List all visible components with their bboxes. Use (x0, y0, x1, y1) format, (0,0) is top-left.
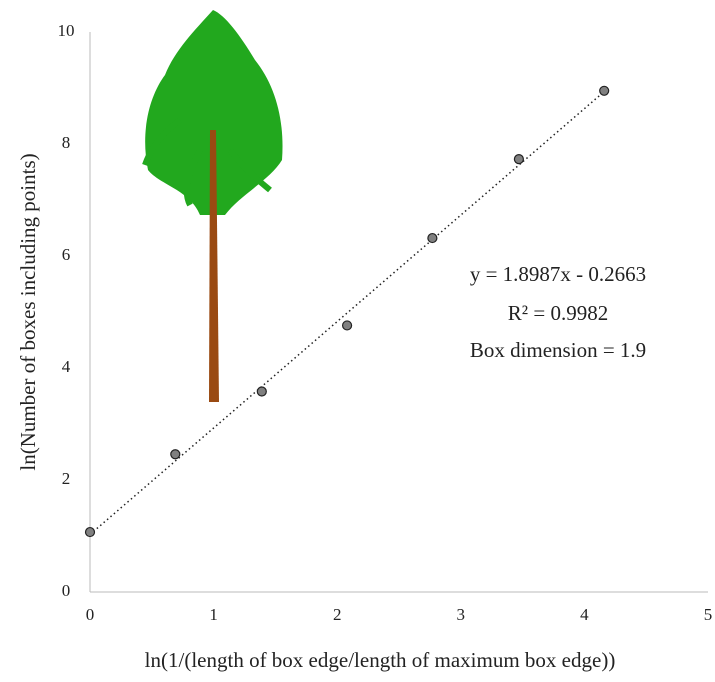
y-tick-label: 8 (62, 133, 71, 152)
x-tick-label: 5 (704, 605, 713, 624)
x-tick-label: 1 (209, 605, 218, 624)
y-axis-title: ln(Number of boxes including points) (16, 153, 40, 470)
data-point (514, 155, 523, 164)
data-point (428, 234, 437, 243)
y-tick-label: 2 (62, 469, 71, 488)
y-tick-label: 10 (58, 21, 75, 40)
box-dimension: Box dimension = 1.9 (470, 338, 646, 362)
x-tick-label: 3 (457, 605, 466, 624)
x-tick-label: 2 (333, 605, 342, 624)
r-squared: R² = 0.9982 (508, 301, 608, 325)
data-point (600, 86, 609, 95)
y-tick-label: 6 (62, 245, 71, 264)
tree-illustration (145, 10, 283, 402)
data-point (343, 321, 352, 330)
data-point (257, 387, 266, 396)
equation: y = 1.8987x - 0.2663 (470, 262, 646, 286)
data-point (171, 450, 180, 459)
y-tick-label: 4 (62, 357, 71, 376)
data-point (86, 528, 95, 537)
chart: ln(1/(length of box edge/length of maxim… (0, 0, 715, 682)
x-tick-label: 0 (86, 605, 95, 624)
x-axis-title: ln(1/(length of box edge/length of maxim… (145, 648, 616, 672)
x-tick-label: 4 (580, 605, 589, 624)
y-tick-label: 0 (62, 581, 71, 600)
